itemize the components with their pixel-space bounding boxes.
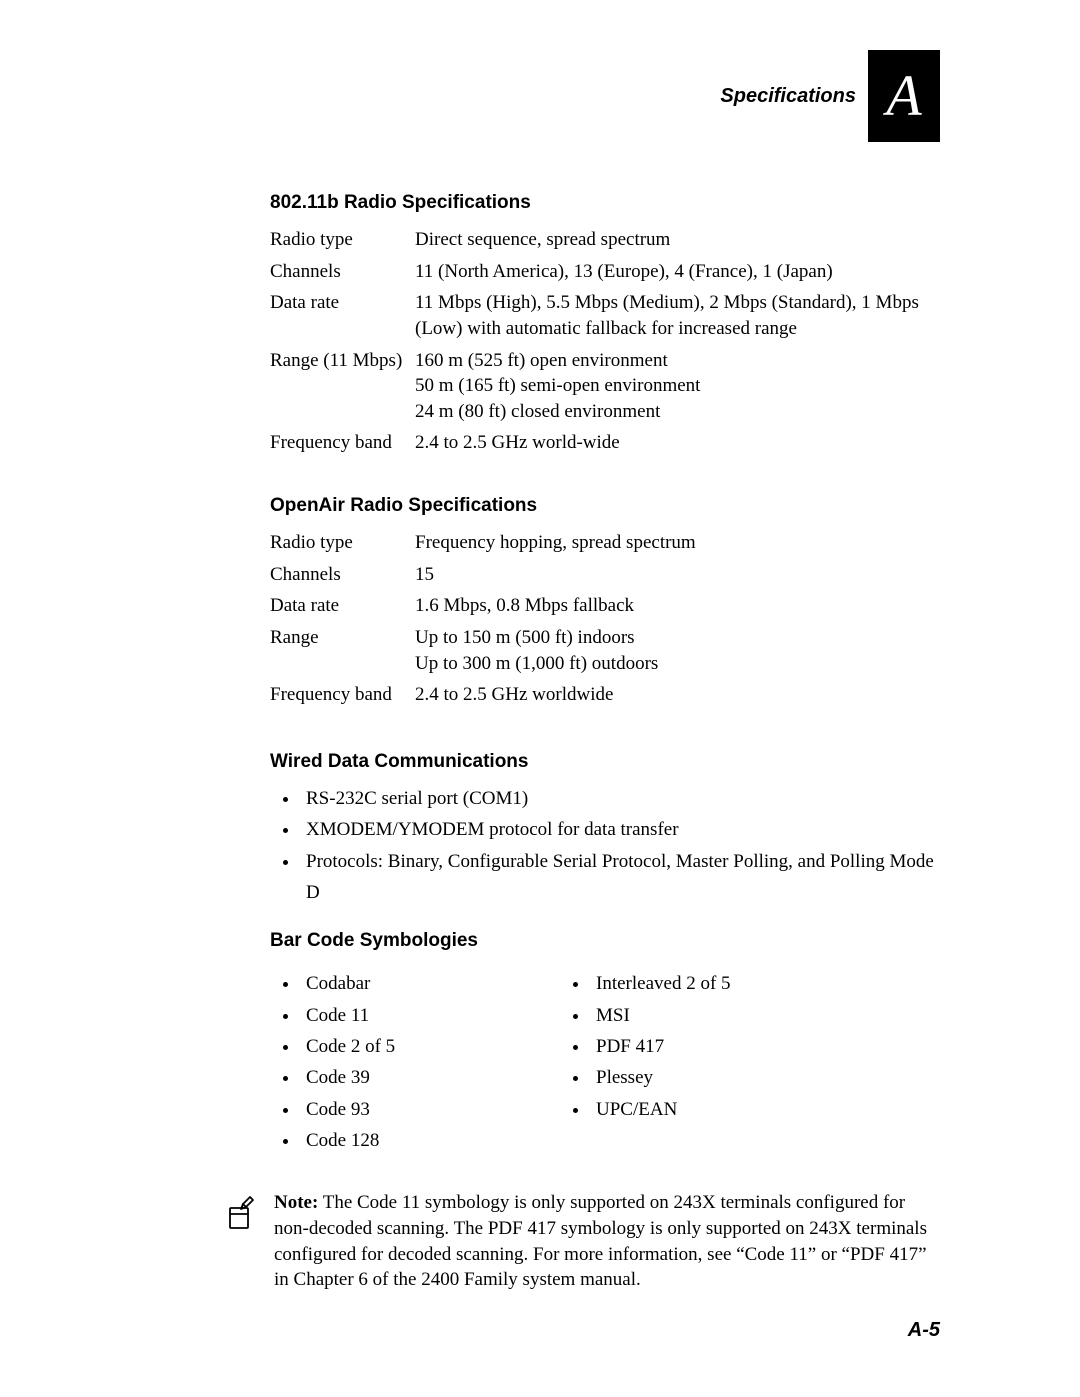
table-row: Data rate 1.6 Mbps, 0.8 Mbps fallback <box>270 590 940 622</box>
spec-label: Channels <box>270 559 415 591</box>
spec-label: Channels <box>270 256 415 288</box>
note-prefix: Note: <box>274 1192 318 1213</box>
section-title-80211b: 802.11b Radio Specifications <box>270 192 940 214</box>
page-header: Specifications A <box>270 50 940 142</box>
table-row: Range Up to 150 m (500 ft) indoors Up to… <box>270 622 940 679</box>
section-title-barcode: Bar Code Symbologies <box>270 930 940 952</box>
barcode-col1: Codabar Code 11 Code 2 of 5 Code 39 Code… <box>270 968 520 1156</box>
appendix-letter-box: A <box>868 50 940 142</box>
list-item: MSI <box>590 1000 810 1031</box>
page-content: Specifications A 802.11b Radio Specifica… <box>0 0 1080 1293</box>
spec-value: 15 <box>415 559 940 591</box>
list-item: Codabar <box>300 968 520 999</box>
page-number: A-5 <box>908 1319 940 1342</box>
section-title-wired: Wired Data Communications <box>270 751 940 773</box>
list-item: Code 128 <box>300 1125 520 1156</box>
list-item: XMODEM/YMODEM protocol for data transfer <box>300 814 940 845</box>
spec-label: Range <box>270 622 415 679</box>
note-body: The Code 11 symbology is only supported … <box>274 1192 927 1290</box>
list-item: Interleaved 2 of 5 <box>590 968 810 999</box>
range-line: Up to 150 m (500 ft) indoors <box>415 627 635 648</box>
table-row: Frequency band 2.4 to 2.5 GHz worldwide <box>270 679 940 711</box>
header-label: Specifications <box>720 85 856 108</box>
spec-label: Frequency band <box>270 427 415 459</box>
wired-list: RS-232C serial port (COM1) XMODEM/YMODEM… <box>270 783 940 908</box>
list-item: Code 11 <box>300 1000 520 1031</box>
spec-value: 160 m (525 ft) open environment 50 m (16… <box>415 345 940 428</box>
list-item: Plessey <box>590 1062 810 1093</box>
table-row: Frequency band 2.4 to 2.5 GHz world-wide <box>270 427 940 459</box>
table-openair: Radio type Frequency hopping, spread spe… <box>270 527 940 711</box>
spec-value: 11 (North America), 13 (Europe), 4 (Fran… <box>415 256 940 288</box>
range-line: Up to 300 m (1,000 ft) outdoors <box>415 653 658 674</box>
spec-label: Data rate <box>270 287 415 344</box>
note-block: Note: The Code 11 symbology is only supp… <box>270 1190 940 1293</box>
spec-value: Direct sequence, spread spectrum <box>415 224 940 256</box>
range-line: 160 m (525 ft) open environment <box>415 350 668 371</box>
spec-label: Range (11 Mbps) <box>270 345 415 428</box>
list-item: RS-232C serial port (COM1) <box>300 783 940 814</box>
appendix-letter: A <box>886 67 921 125</box>
list-item: Protocols: Binary, Configurable Serial P… <box>300 846 940 909</box>
list-item: UPC/EAN <box>590 1094 810 1125</box>
spec-value: Frequency hopping, spread spectrum <box>415 527 940 559</box>
range-line: 24 m (80 ft) closed environment <box>415 401 660 422</box>
list-item: Code 2 of 5 <box>300 1031 520 1062</box>
list-item: PDF 417 <box>590 1031 810 1062</box>
table-row: Data rate 11 Mbps (High), 5.5 Mbps (Medi… <box>270 287 940 344</box>
table-row: Radio type Direct sequence, spread spect… <box>270 224 940 256</box>
section-title-openair: OpenAir Radio Specifications <box>270 495 940 517</box>
range-line: 50 m (165 ft) semi-open environment <box>415 375 700 396</box>
table-row: Range (11 Mbps) 160 m (525 ft) open envi… <box>270 345 940 428</box>
spec-label: Data rate <box>270 590 415 622</box>
spec-value: Up to 150 m (500 ft) indoors Up to 300 m… <box>415 622 940 679</box>
note-icon <box>220 1192 258 1240</box>
barcode-col2: Interleaved 2 of 5 MSI PDF 417 Plessey U… <box>560 968 810 1156</box>
spec-label: Radio type <box>270 224 415 256</box>
spec-value: 1.6 Mbps, 0.8 Mbps fallback <box>415 590 940 622</box>
spec-label: Frequency band <box>270 679 415 711</box>
table-80211b: Radio type Direct sequence, spread spect… <box>270 224 940 459</box>
spec-value: 11 Mbps (High), 5.5 Mbps (Medium), 2 Mbp… <box>415 287 940 344</box>
table-row: Channels 11 (North America), 13 (Europe)… <box>270 256 940 288</box>
table-row: Channels 15 <box>270 559 940 591</box>
list-item: Code 93 <box>300 1094 520 1125</box>
spec-value: 2.4 to 2.5 GHz worldwide <box>415 679 940 711</box>
table-row: Radio type Frequency hopping, spread spe… <box>270 527 940 559</box>
note-text: Note: The Code 11 symbology is only supp… <box>274 1190 940 1293</box>
list-item: Code 39 <box>300 1062 520 1093</box>
spec-value: 2.4 to 2.5 GHz world-wide <box>415 427 940 459</box>
spec-label: Radio type <box>270 527 415 559</box>
barcode-columns: Codabar Code 11 Code 2 of 5 Code 39 Code… <box>270 962 940 1156</box>
